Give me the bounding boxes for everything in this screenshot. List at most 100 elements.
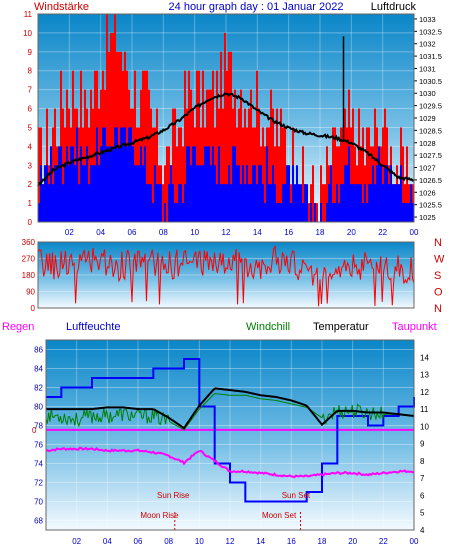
gust-bar xyxy=(378,146,380,222)
wind-tick-label: 10 xyxy=(23,29,32,38)
gust-bar xyxy=(176,203,178,222)
gust-bar xyxy=(128,127,130,222)
x-tick-label: 18 xyxy=(318,537,327,546)
gust-bar xyxy=(134,165,136,222)
wind-bar xyxy=(280,108,282,222)
wind-bar xyxy=(248,108,250,222)
gust-bar xyxy=(42,184,44,222)
gust-bar xyxy=(226,184,228,222)
wind-bar xyxy=(180,127,182,222)
wind-bar xyxy=(326,146,328,222)
moonrise-label: Moon Rise xyxy=(140,511,179,520)
gust-bar xyxy=(208,146,210,222)
gust-bar xyxy=(54,165,56,222)
gust-bar xyxy=(174,203,176,222)
humidity-tick-label: 80 xyxy=(34,403,43,412)
pressure-tick-label: 1027.5 xyxy=(419,151,442,160)
gust-bar xyxy=(246,165,248,222)
pressure-tick-label: 1026.5 xyxy=(419,176,442,185)
compass-label: O xyxy=(434,287,443,299)
wind-bar xyxy=(134,70,136,222)
gust-bar xyxy=(280,203,282,222)
x-tick-label: 16 xyxy=(287,537,296,546)
gust-bar xyxy=(122,127,124,222)
wind-tick-label: 2 xyxy=(28,180,33,189)
gust-bar xyxy=(212,146,214,222)
gust-bar xyxy=(384,165,386,222)
gust-bar xyxy=(368,184,370,222)
wind-bar xyxy=(110,32,112,222)
gust-bar xyxy=(180,184,182,222)
temperature-tick-label: 8 xyxy=(420,457,425,466)
wind-bar xyxy=(334,127,336,222)
gust-bar xyxy=(244,184,246,222)
gust-bar xyxy=(352,184,354,222)
gust-bar xyxy=(336,184,338,222)
gust-bar xyxy=(118,146,120,222)
wind-bar xyxy=(148,89,150,222)
gust-bar xyxy=(294,184,296,222)
wind-bar xyxy=(312,165,314,222)
gust-bar xyxy=(252,165,254,222)
temperature-tick-label: 5 xyxy=(420,509,425,518)
gust-bar xyxy=(262,184,264,222)
wind-tick-label: 7 xyxy=(28,86,33,95)
wind-bar xyxy=(374,108,376,222)
temperature-axis-ticks: 4 5 6 7 8 9 10 11 12 13 14 xyxy=(420,353,429,535)
gust-bar xyxy=(82,165,84,222)
wind-bar xyxy=(178,127,180,222)
gust-bar xyxy=(64,165,66,222)
humidity-line xyxy=(46,358,415,503)
wind-bar xyxy=(332,127,334,222)
compass-label: W xyxy=(434,254,445,266)
pressure-tick-label: 1025 xyxy=(419,213,436,222)
wind-bar xyxy=(118,51,120,222)
temperature-tick-label: 12 xyxy=(420,388,429,397)
gust-bar xyxy=(194,146,196,222)
wind-bar xyxy=(244,108,246,222)
wind-bar xyxy=(324,184,326,222)
wind-bar xyxy=(164,165,166,222)
pressure-tick-label: 1032 xyxy=(419,40,436,49)
pressure-tick-label: 1027 xyxy=(419,164,436,173)
label-windchill: Windchill xyxy=(246,321,290,333)
wind-bar xyxy=(38,127,40,222)
wind-bar xyxy=(256,70,258,222)
wind-bar xyxy=(78,127,80,222)
wind-bar xyxy=(278,146,280,222)
gust-bar xyxy=(364,184,366,222)
gust-bar xyxy=(52,184,54,222)
gust-bar xyxy=(328,184,330,222)
gust-bar xyxy=(242,165,244,222)
pressure-tick-label: 1025.5 xyxy=(419,201,442,210)
gust-bar xyxy=(366,203,368,222)
wind-bar xyxy=(264,146,266,222)
gust-bar xyxy=(116,127,118,222)
wind-bar xyxy=(402,146,404,222)
gust-bar xyxy=(150,184,152,222)
wind-bar xyxy=(240,89,242,222)
gust-bar xyxy=(168,184,170,222)
gust-bar xyxy=(202,165,204,222)
gust-bar xyxy=(102,127,104,222)
temperature-tick-label: 6 xyxy=(420,491,425,500)
gust-bar xyxy=(84,165,86,222)
direction-tick-label: 0 xyxy=(31,304,36,313)
gust-bar xyxy=(300,184,302,222)
humidity-tick-label: 78 xyxy=(34,422,43,431)
dewpoint-line xyxy=(45,446,415,479)
gust-bar xyxy=(314,203,316,222)
gust-bar xyxy=(292,165,294,222)
gust-bar xyxy=(350,184,352,222)
wind-bar xyxy=(166,146,168,222)
gust-bar xyxy=(320,203,322,222)
gust-bar xyxy=(198,165,200,222)
compass-label: N xyxy=(434,237,442,249)
gust-bar xyxy=(130,127,132,222)
gust-bar xyxy=(62,184,64,222)
wind-tick-label: 9 xyxy=(28,48,33,57)
temperature-tick-label: 11 xyxy=(420,405,429,414)
x-tick-label: 06 xyxy=(134,537,143,546)
gust-bar xyxy=(284,184,286,222)
gust-bar xyxy=(132,146,134,222)
